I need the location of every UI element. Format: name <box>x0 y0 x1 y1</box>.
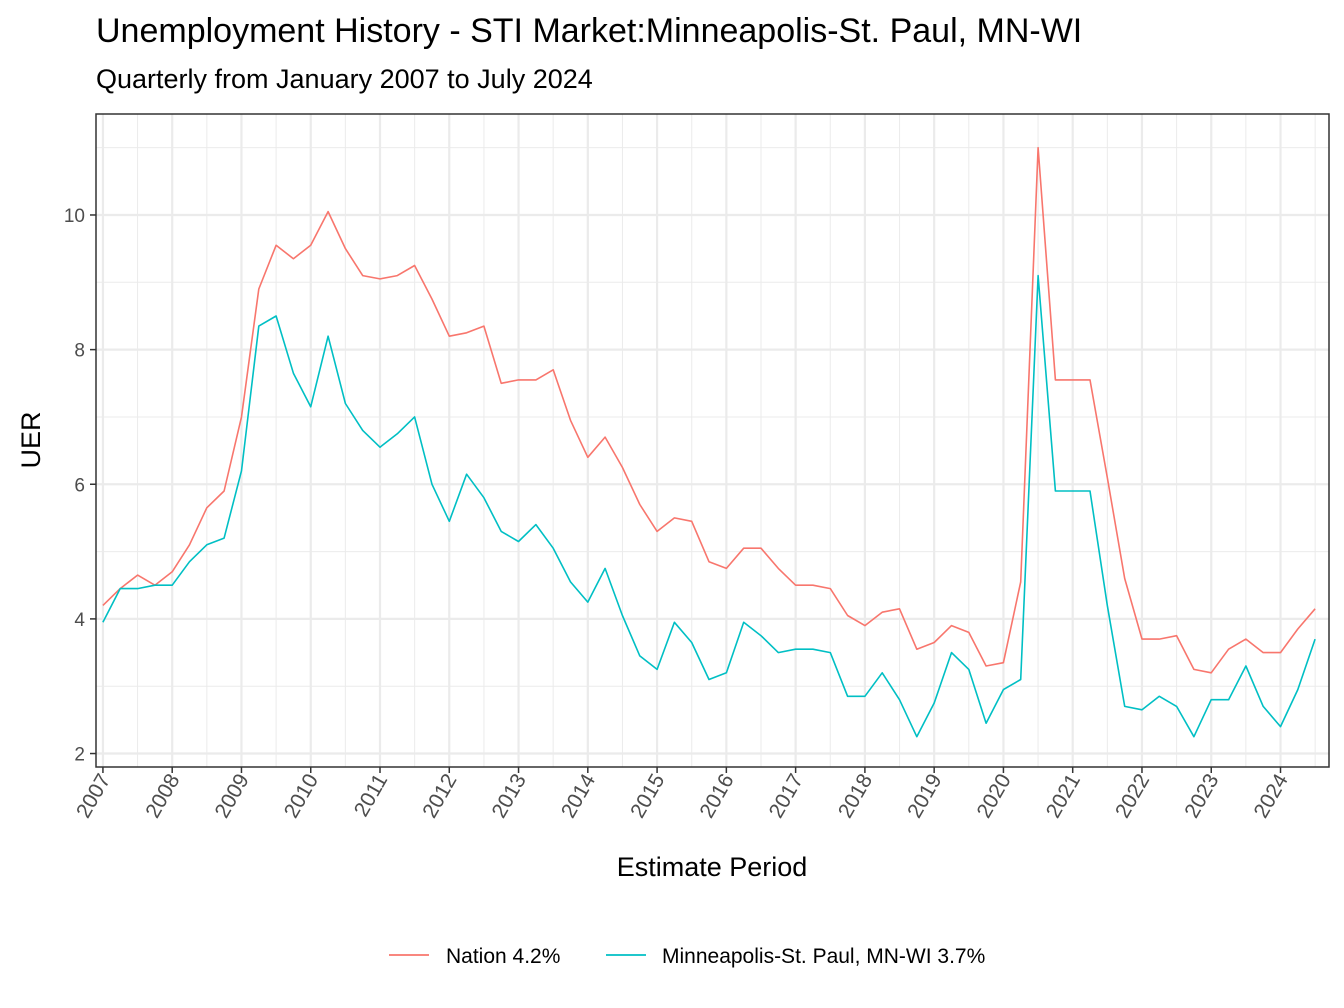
x-tick-label: 2010 <box>280 770 323 822</box>
legend-label-0: Nation 4.2% <box>446 945 560 968</box>
x-tick-label: 2017 <box>765 770 808 822</box>
x-tick-label: 2016 <box>695 770 738 822</box>
x-tick-label: 2018 <box>834 770 877 822</box>
y-tick-label: 8 <box>74 341 85 362</box>
y-axis-ticks: 2 4 6 8 10 <box>64 206 96 766</box>
legend-label-1: Minneapolis-St. Paul, MN-WI 3.7% <box>662 945 985 968</box>
chart-subtitle: Quarterly from January 2007 to July 2024 <box>96 64 593 94</box>
x-tick-label: 2008 <box>141 770 184 822</box>
x-tick-label: 2011 <box>350 770 393 821</box>
x-tick-label: 2020 <box>972 770 1015 822</box>
minor-grid <box>96 114 1329 767</box>
major-grid <box>96 114 1329 767</box>
series-line-0 <box>102 146 1316 674</box>
y-tick-label: 10 <box>64 206 85 227</box>
x-tick-label: 2021 <box>1042 770 1085 822</box>
x-tick-label: 2015 <box>626 770 669 822</box>
x-tick-label: 2024 <box>1250 770 1293 822</box>
series-lines <box>102 146 1316 738</box>
x-tick-label: 2013 <box>488 770 531 822</box>
y-axis-title: UER <box>16 411 46 468</box>
x-tick-label: 2023 <box>1180 770 1223 822</box>
x-tick-label: 2022 <box>1111 770 1154 822</box>
x-tick-label: 2007 <box>72 770 115 822</box>
y-tick-label: 4 <box>74 610 85 631</box>
chart-title: Unemployment History - STI Market:Minnea… <box>96 12 1083 50</box>
legend: Nation 4.2% Minneapolis-St. Paul, MN-WI 3… <box>389 945 985 968</box>
y-tick-label: 2 <box>74 745 85 766</box>
y-tick-label: 6 <box>74 475 85 496</box>
x-tick-label: 2019 <box>903 770 946 822</box>
x-tick-label: 2014 <box>557 770 600 822</box>
series-line-1 <box>102 274 1316 738</box>
plot-border <box>95 113 1330 768</box>
x-axis-ticks: 2007 2008 2009 2010 2011 2012 2013 2014 2015 2016… <box>72 767 1293 822</box>
x-tick-label: 2009 <box>211 770 254 822</box>
x-axis-title: Estimate Period <box>617 852 808 882</box>
plot-background <box>96 114 1329 767</box>
x-tick-label: 2012 <box>418 770 461 822</box>
